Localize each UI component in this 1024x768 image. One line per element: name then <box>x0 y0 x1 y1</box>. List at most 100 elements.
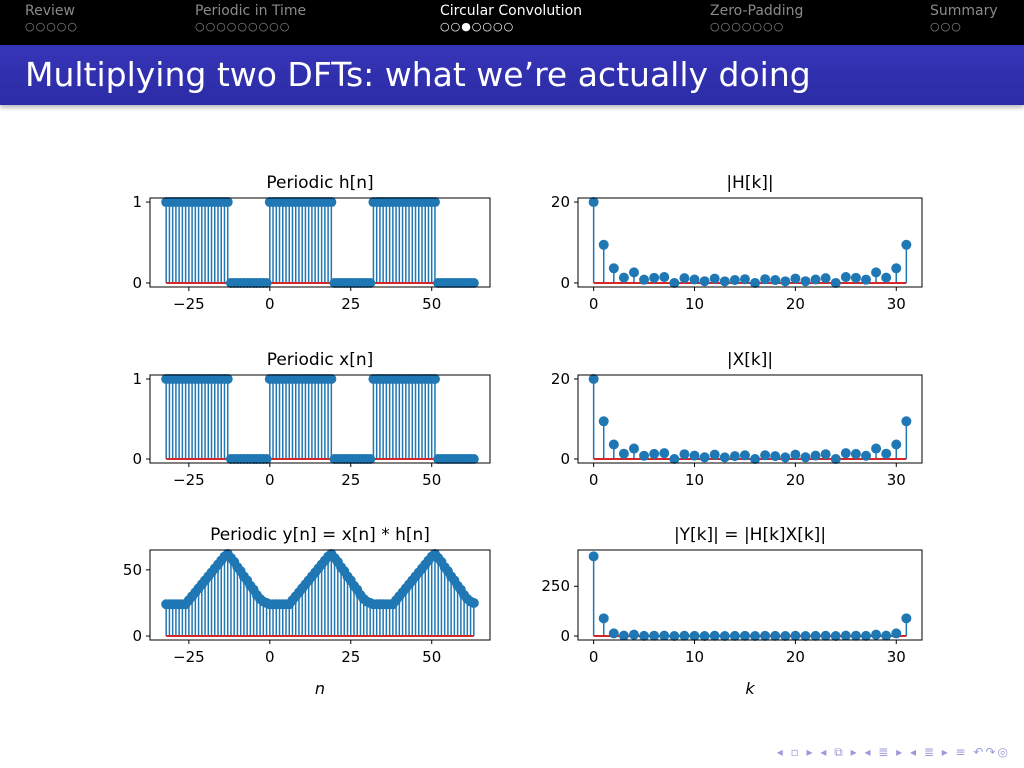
nav-frame-dots[interactable]: ○○○○○ <box>25 20 78 33</box>
stem-marker <box>618 272 629 283</box>
x-tick-label: 30 <box>887 295 906 313</box>
stem-marker <box>739 630 750 641</box>
stem-marker <box>326 197 337 208</box>
stem-marker <box>760 630 771 641</box>
chart-panel-3: |X[k]| 0 10 20 30 0 20 <box>551 350 923 489</box>
stem-marker <box>598 239 609 250</box>
stem-marker <box>820 273 831 284</box>
y-tick-label: 0 <box>132 450 142 468</box>
stem-marker <box>861 274 872 285</box>
stem-marker <box>881 448 892 459</box>
chart-title: |H[k]| <box>726 173 773 193</box>
stem-marker <box>729 275 740 286</box>
y-tick-label: 0 <box>560 627 570 645</box>
nav-section-1[interactable]: Periodic in Time ○○○○○○○○○ <box>195 3 306 33</box>
stem-marker <box>719 452 730 463</box>
chart-title: Periodic h[n] <box>266 173 373 193</box>
nav-section-label: Circular Convolution <box>440 3 583 19</box>
stem-marker <box>429 374 440 384</box>
axes-frame <box>149 549 491 641</box>
x-tick-label: 30 <box>887 471 906 489</box>
stem-marker <box>871 629 882 640</box>
stem-marker <box>830 631 841 642</box>
axes-frame <box>577 549 923 641</box>
stem-marker <box>810 630 821 641</box>
nav-section-3[interactable]: Zero-Padding ○○○○○○○ <box>710 3 803 33</box>
nav-section-2[interactable]: Circular Convolution ○○●○○○○ <box>440 3 582 33</box>
stem-marker <box>261 277 272 288</box>
nav-frame-dots[interactable]: ○○○○○○○○○ <box>195 20 291 33</box>
stem-marker <box>588 197 599 208</box>
stem-marker <box>891 439 902 450</box>
stem-marker <box>689 630 700 641</box>
stem-marker <box>840 448 851 459</box>
stem-marker <box>760 450 771 461</box>
stem-marker <box>699 630 710 641</box>
section-navigation-bar: Review ○○○○○ Periodic in Time ○○○○○○○○○ Circ… <box>0 0 1024 45</box>
stem-marker <box>840 630 851 641</box>
x-tick-label: 0 <box>265 648 275 666</box>
chart-panel-2: Periodic x[n] −25 0 25 50 0 1 <box>132 350 491 489</box>
stem-marker <box>669 277 680 288</box>
chart-panel-0: Periodic h[n] −25 0 25 50 0 1 <box>132 173 491 313</box>
stem-marker <box>901 416 912 427</box>
stem-marker <box>669 454 680 464</box>
stem-marker <box>709 630 720 641</box>
stem-marker <box>891 263 902 274</box>
stem-marker <box>618 630 629 641</box>
axes-frame <box>577 197 923 288</box>
y-tick-label: 0 <box>132 274 142 292</box>
y-tick-label: 20 <box>551 193 570 211</box>
stem-marker <box>222 374 233 384</box>
y-tick-label: 50 <box>123 561 142 579</box>
nav-frame-dots[interactable]: ○○○ <box>930 20 962 33</box>
stem-marker <box>820 630 831 641</box>
nav-frame-dots[interactable]: ○○●○○○○ <box>440 20 515 33</box>
stem-marker <box>365 277 376 288</box>
stem-marker <box>780 276 791 287</box>
x-tick-label: 50 <box>422 648 441 666</box>
chart-title: Periodic y[n] = x[n] * h[n] <box>210 525 430 545</box>
title-bar: Multiplying two DFTs: what we’re actuall… <box>0 45 1024 105</box>
axes-frame <box>149 197 491 288</box>
stem-marker <box>699 452 710 463</box>
x-tick-label: 0 <box>589 648 599 666</box>
nav-section-label: Zero-Padding <box>710 3 804 19</box>
nav-section-0[interactable]: Review ○○○○○ <box>25 3 78 33</box>
y-tick-label: 0 <box>132 627 142 645</box>
stem-marker <box>608 439 619 450</box>
nav-section-4[interactable]: Summary ○○○ <box>930 3 998 33</box>
stem-marker <box>850 448 861 459</box>
stem-marker <box>800 452 811 463</box>
stem-marker <box>850 630 861 641</box>
stem-marker <box>871 267 882 278</box>
beamer-navigation-symbols[interactable]: ◂ ▫ ▸ ◂ ⧉ ▸ ◂ ≣ ▸ ◂ ≣ ▸ ≡ ↶↷◎ <box>776 745 1010 759</box>
stem-marker <box>810 450 821 461</box>
chart-title: |X[k]| <box>727 350 773 370</box>
stem-marker <box>729 630 740 641</box>
stem-marker <box>861 630 872 641</box>
stem-marker <box>729 451 740 462</box>
nav-section-label: Periodic in Time <box>195 3 307 19</box>
stem-marker <box>222 197 233 208</box>
stem-marker <box>669 631 680 642</box>
nav-frame-dots[interactable]: ○○○○○○○ <box>710 20 785 33</box>
stem-marker <box>639 630 650 641</box>
x-axis-label: k <box>745 679 755 698</box>
stem-marker <box>468 454 479 464</box>
x-tick-label: 0 <box>589 471 599 489</box>
stem-marker <box>871 443 882 454</box>
stem-marker <box>649 630 660 641</box>
stem-marker <box>800 276 811 287</box>
stem-marker <box>608 628 619 639</box>
chart-title: |Y[k]| = |H[k]X[k]| <box>674 525 826 545</box>
stem-marker <box>750 454 761 464</box>
stem-marker <box>679 273 690 284</box>
stem-marker <box>709 449 720 460</box>
slide-title: Multiplying two DFTs: what we’re actuall… <box>25 55 811 94</box>
stem-marker <box>689 274 700 285</box>
stem-marker <box>468 277 479 288</box>
x-tick-label: 10 <box>685 295 704 313</box>
stem-marker <box>901 239 912 250</box>
chart-panel-4: Periodic y[n] = x[n] * h[n] −25 0 25 50 0 50 n <box>123 525 491 698</box>
